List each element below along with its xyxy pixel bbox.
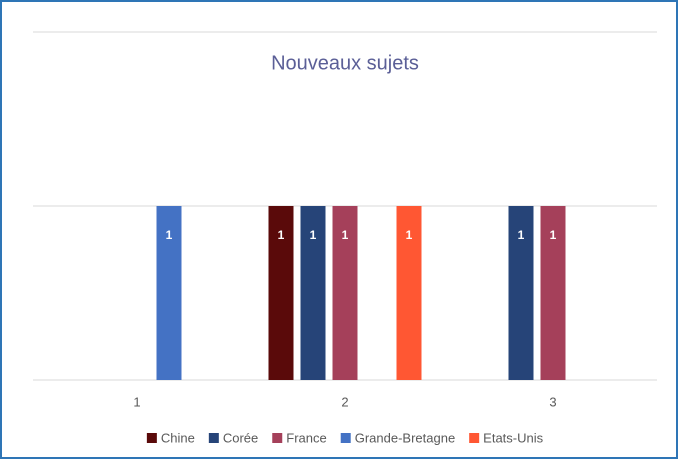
data-label: 1 xyxy=(342,228,349,242)
legend-swatch xyxy=(469,433,480,443)
legend-swatch xyxy=(272,433,283,443)
bar xyxy=(396,206,422,380)
data-label: 1 xyxy=(278,228,285,242)
legend-label: Chine xyxy=(161,430,195,445)
x-tick-label: 3 xyxy=(549,394,556,409)
legend-label: Grande-Bretagne xyxy=(355,430,455,445)
legend-swatch xyxy=(208,433,219,443)
bar xyxy=(540,206,566,380)
x-tick-label: 1 xyxy=(133,394,140,409)
bar xyxy=(332,206,358,380)
legend-swatch xyxy=(146,433,157,443)
legend-label: Corée xyxy=(223,430,258,445)
bar xyxy=(300,206,326,380)
chart-title: Nouveaux sujets xyxy=(271,52,419,74)
data-label: 1 xyxy=(518,228,525,242)
legend-swatch xyxy=(340,433,351,443)
data-label: 1 xyxy=(550,228,557,242)
data-label: 1 xyxy=(166,228,173,242)
x-tick-label: 2 xyxy=(341,394,348,409)
data-label: 1 xyxy=(310,228,317,242)
bar xyxy=(156,206,182,380)
data-label: 1 xyxy=(406,228,413,242)
bar xyxy=(508,206,534,380)
legend-label: France xyxy=(286,430,326,445)
bar xyxy=(268,206,294,380)
legend-label: Etats-Unis xyxy=(483,430,543,445)
